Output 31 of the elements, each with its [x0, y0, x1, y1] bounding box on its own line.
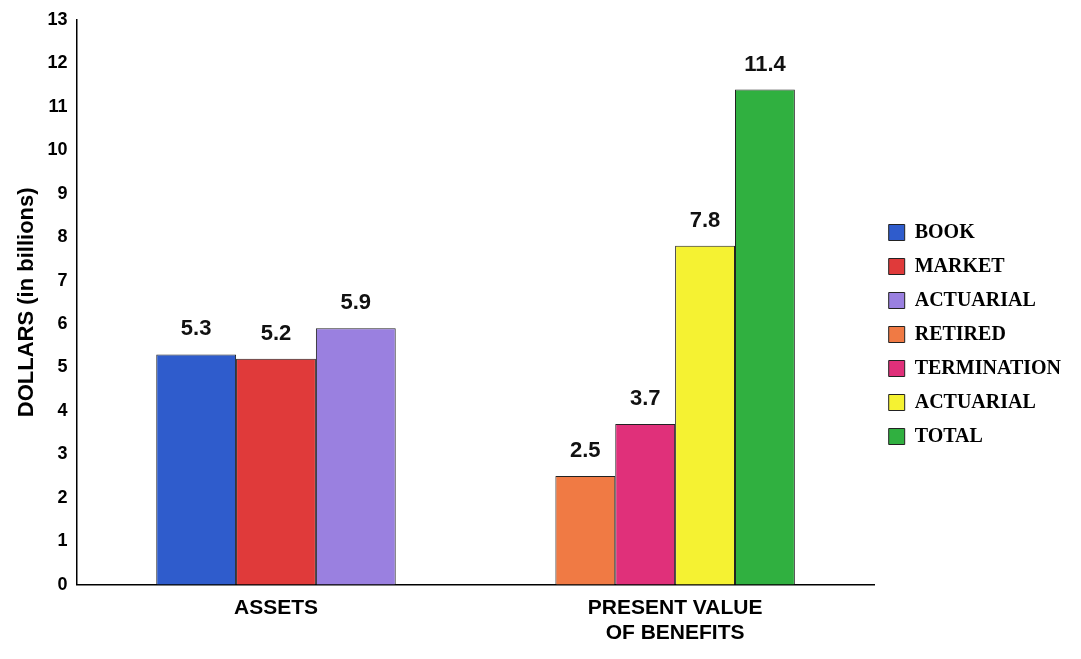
data-label: 5.2 [260, 319, 292, 345]
y-axis-title: DOLLARS (in billions) [13, 187, 39, 418]
legend-label: ACTUARIAL [914, 287, 1036, 310]
x-tick-label: PRESENT VALUE OF BENEFITS [587, 595, 763, 644]
legend-label: BOOK [914, 219, 976, 242]
y-tick-label: 5 [57, 356, 68, 377]
data-label: 5.9 [340, 289, 372, 315]
data-label: 3.7 [629, 384, 661, 410]
legend-label: TERMINATION [914, 355, 1062, 378]
x-tick-label: ASSETS [233, 595, 318, 618]
y-tick-label: 8 [57, 226, 68, 247]
y-tick-label: 6 [57, 312, 68, 333]
y-tick-label: 10 [47, 139, 68, 160]
y-tick-label: 2 [57, 486, 68, 507]
y-tick-label: 9 [57, 182, 68, 203]
y-tick-label: 13 [47, 8, 68, 29]
data-label: 11.4 [744, 50, 787, 76]
y-tick-label: 7 [57, 269, 68, 290]
data-label: 7.8 [689, 206, 721, 232]
y-tick-label: 1 [57, 530, 68, 551]
y-tick-label: 11 [48, 95, 68, 116]
y-tick-label: 4 [57, 399, 68, 420]
data-label: 2.5 [570, 437, 601, 463]
y-tick-label: 12 [47, 52, 68, 73]
legend-label: MARKET [914, 253, 1006, 276]
y-tick-label: 0 [57, 573, 68, 594]
data-label: 5.3 [180, 315, 212, 341]
legend-label: RETIRED [914, 321, 1006, 344]
y-tick-label: 3 [57, 443, 68, 464]
legend-label: ACTUARIAL [914, 389, 1036, 412]
legend-label: TOTAL [914, 423, 983, 446]
